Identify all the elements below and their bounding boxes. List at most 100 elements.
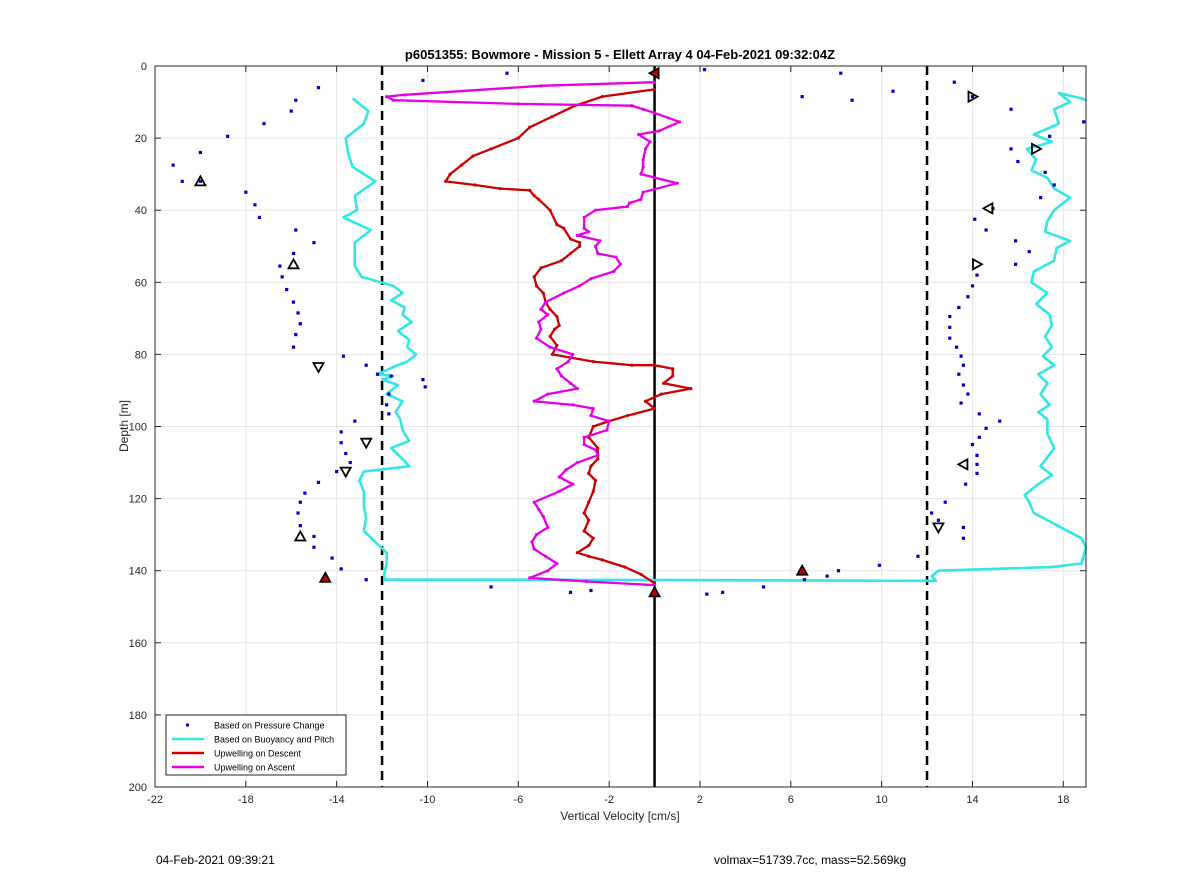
x-tick-label: 2 (697, 794, 703, 806)
series-point-descent (591, 360, 595, 364)
x-tick-label: -2 (604, 794, 614, 806)
series-point-descent (568, 251, 573, 256)
pressure-point (839, 71, 843, 75)
pressure-point (970, 95, 975, 99)
pressure-point (385, 403, 389, 407)
pressure-point (1027, 250, 1031, 254)
x-tick-label: -18 (238, 794, 254, 806)
pressure-point (825, 574, 829, 578)
pressure-point (375, 372, 380, 376)
series-point-descent (553, 327, 557, 331)
pressure-point (387, 412, 391, 416)
pressure-point (353, 419, 357, 423)
triangle-marker (967, 90, 980, 104)
triangle-marker (972, 257, 984, 271)
pressure-point (1082, 120, 1086, 124)
series-point-descent (532, 194, 536, 198)
triangle-marker (359, 437, 373, 450)
pressure-point (961, 536, 965, 540)
pressure-point (316, 86, 321, 90)
series-point-ascent (641, 165, 645, 169)
series-point-ascent (652, 583, 657, 587)
series-point-descent (532, 275, 536, 279)
series-point-ascent (607, 419, 611, 423)
series-point-ascent (637, 132, 641, 137)
series-point-ascent (555, 367, 559, 371)
pressure-point (1043, 170, 1047, 174)
x-tick-label: -6 (513, 794, 523, 806)
series-point-descent (659, 392, 663, 396)
y-tick-label: 40 (135, 205, 147, 217)
pressure-point (1014, 262, 1018, 266)
pressure-point (257, 215, 262, 220)
series-point-ascent (675, 181, 679, 185)
pressure-point (226, 134, 230, 138)
x-tick-label: -10 (420, 794, 436, 806)
series-point-ascent (612, 269, 616, 274)
y-tick-label: 0 (141, 61, 147, 73)
pressure-point (1009, 147, 1013, 151)
pressure-point (285, 287, 289, 292)
series-point-descent (548, 307, 552, 311)
pressure-point (294, 228, 298, 232)
legend-label: Upwelling on Descent (214, 749, 302, 759)
series-point-ascent (630, 104, 634, 108)
axis-ticks: -22 -18 -14 -10 -6 -2 2 6 10 14 180204060801001201… (129, 61, 1086, 806)
pressure-point (278, 264, 282, 268)
series-point-descent (555, 223, 559, 227)
pressure-point (850, 98, 854, 102)
x-tick-label: 14 (966, 794, 978, 806)
series-point-descent (539, 266, 543, 270)
pressure-point (1009, 107, 1013, 111)
series-point-descent (448, 172, 452, 176)
y-tick-label: 120 (129, 494, 147, 506)
pressure-point (957, 372, 961, 376)
pressure-point (936, 518, 941, 522)
series-point-descent (625, 414, 629, 418)
pressure-point (244, 190, 248, 194)
series-point-ascent (539, 307, 543, 311)
series-point-ascent (591, 406, 595, 411)
y-tick-label: 200 (129, 782, 147, 794)
series-point-descent (639, 572, 643, 576)
series-point-ascent (584, 579, 589, 584)
pressure-point (262, 122, 266, 126)
y-tick-label: 140 (129, 566, 147, 578)
series-line-buoyancy (342, 91, 1088, 583)
y-tick-label: 160 (129, 638, 147, 650)
pressure-point (180, 179, 184, 183)
triangle-marker (648, 585, 662, 598)
triangle-marker (339, 466, 353, 479)
series-point-ascent (546, 525, 550, 530)
reference-lines (380, 66, 929, 787)
pressure-point (977, 412, 981, 416)
pressure-point (339, 430, 343, 434)
pressure-point (294, 98, 298, 102)
pressure-point (964, 482, 968, 486)
series-point-ascent (391, 98, 396, 102)
series-point-ascent (532, 399, 536, 403)
series-point-ascent (403, 93, 407, 97)
pressure-point (298, 322, 302, 326)
series-point-descent (578, 244, 582, 248)
pressure-point (984, 426, 988, 430)
pressure-point (948, 325, 952, 329)
series-point-ascent (546, 392, 550, 396)
pressure-point (294, 332, 298, 337)
series-point-ascent (625, 204, 629, 209)
series-point-ascent (575, 387, 579, 391)
series-point-descent (534, 284, 539, 288)
x-tick-label: -14 (329, 794, 345, 806)
pressure-point (505, 71, 509, 75)
series-point-descent (575, 551, 579, 555)
series-point-descent (596, 446, 600, 450)
pressure-point (961, 525, 965, 530)
series-point-descent (587, 518, 591, 522)
pressure-point (339, 441, 343, 445)
series-point-ascent (627, 201, 632, 205)
series-point-descent (591, 536, 595, 540)
marker-layer (193, 66, 1043, 598)
series-point-ascent (582, 435, 586, 439)
pressure-point (970, 442, 975, 447)
triangle-marker (318, 571, 332, 583)
